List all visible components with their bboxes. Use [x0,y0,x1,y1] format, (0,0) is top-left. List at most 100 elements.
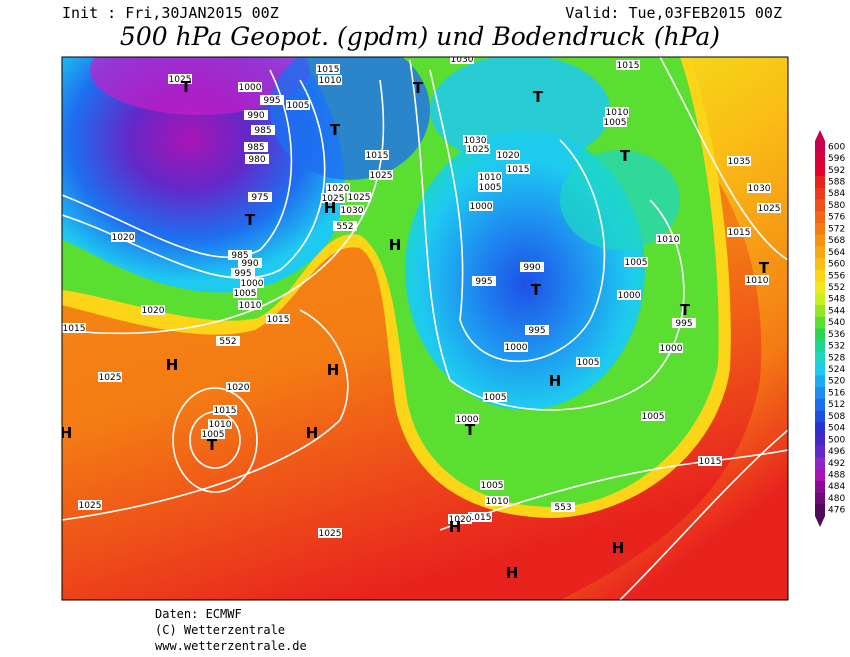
label-box [208,419,232,429]
isobar-label: 990 [247,111,264,121]
pressure-center: H [389,236,402,254]
isobar-label: 1020 [327,184,350,194]
colorbar-label: 560 [828,260,845,270]
label-box [656,234,680,244]
label-box [244,142,268,152]
label-box [576,357,600,367]
colorbar-label: 492 [828,459,845,469]
isobar-label: 1000 [241,279,264,289]
colorbar-label: 512 [828,400,845,410]
isobar-label: 990 [523,263,540,273]
isobar-label: 1010 [479,173,502,183]
pressure-center: T [531,281,542,299]
label-box [727,227,751,237]
isobar-label: 1010 [209,420,232,430]
label-box [506,164,530,174]
colorbar-label: 484 [828,482,845,492]
pressure-center: H [324,199,337,217]
label-box [468,512,492,522]
label-box [525,325,549,335]
colorbar-cell [815,328,825,341]
colorbar-label: 584 [828,189,845,199]
isobar-label: 1005 [625,258,648,268]
label-box [238,300,262,310]
isobar-label: 1025 [319,529,342,539]
label-box [485,496,509,506]
trough [270,57,430,180]
colorbar-cell [815,387,825,400]
label-box [141,305,165,315]
label-box [455,414,479,424]
pressure-center: T [207,436,218,454]
label-box [244,110,268,120]
isobar-label: 985 [254,126,271,136]
colorbar-cell [815,457,825,470]
isobar-label: 1005 [481,481,504,491]
label-box [333,221,357,231]
colorbar-label: 500 [828,435,845,445]
label-box [286,100,310,110]
colorbar-cell [815,445,825,458]
valid-time: Valid: Tue,03FEB2015 00Z [565,4,782,22]
isobar-label: 1010 [239,301,262,311]
isobar [409,59,685,411]
colorbar-label: 508 [828,412,845,422]
isobar-label: 1025 [758,204,781,214]
label-box [238,82,262,92]
isobar-label: 1030 [748,184,771,194]
colorbar-cell [815,281,825,294]
init-time: Init : Fri,30JAN2015 00Z [62,4,279,22]
isobar-label: 1015 [317,65,340,75]
label-box [698,456,722,466]
label-box [266,314,290,324]
isobar-label: 1015 [469,513,492,523]
label-box [216,336,240,346]
isobars [62,57,788,600]
colorbar-label: 476 [828,506,845,516]
isobar-label: 1015 [267,315,290,325]
isobar [62,79,385,335]
isobar-label: 980 [248,155,265,165]
pressure-center: H [166,356,179,374]
isobar-label: 995 [475,277,492,287]
isobar-label: 1025 [348,193,371,203]
colorbar-label: 524 [828,365,845,375]
colorbar-label: 540 [828,318,845,328]
isobar-label: 1000 [618,291,641,301]
isobar [62,79,326,280]
colorbar-label: 556 [828,271,845,281]
colorbar-label: 520 [828,377,845,387]
isobar-label: 1015 [699,457,722,467]
colorbar-label: 516 [828,388,845,398]
isobar-label: 1005 [234,289,257,299]
pressure-center: T [330,121,341,139]
colorbar-cell [815,398,825,411]
colorbar-label: 596 [828,154,845,164]
colorbar-cell [815,351,825,364]
footer-copyright: (C) Wetterzentrale [155,623,285,637]
colorbar-cell [815,199,825,212]
colorbar-cell [815,316,825,329]
colorbar-cell [815,305,825,318]
colorbar-cell [815,164,825,177]
label-box [472,276,496,286]
label-box [551,502,575,512]
footer-url: www.wetterzentrale.de [155,639,307,653]
isobar-label: 1000 [470,202,493,212]
colorbar-label: 568 [828,236,845,246]
label-box [463,135,487,145]
colorbar-label: 480 [828,494,845,504]
label-box [251,125,275,135]
footer-source: Daten: ECMWF [155,607,242,621]
colorbar-label: 552 [828,283,845,293]
isobar-label: 1005 [604,118,627,128]
label-box [111,232,135,242]
colorbar-arrow [815,130,825,141]
colorbar-cell [815,504,825,517]
label-box [672,318,696,328]
label-box [213,405,237,415]
isobar-label: 1000 [505,343,528,353]
isobar [62,309,349,521]
label-box [347,192,371,202]
